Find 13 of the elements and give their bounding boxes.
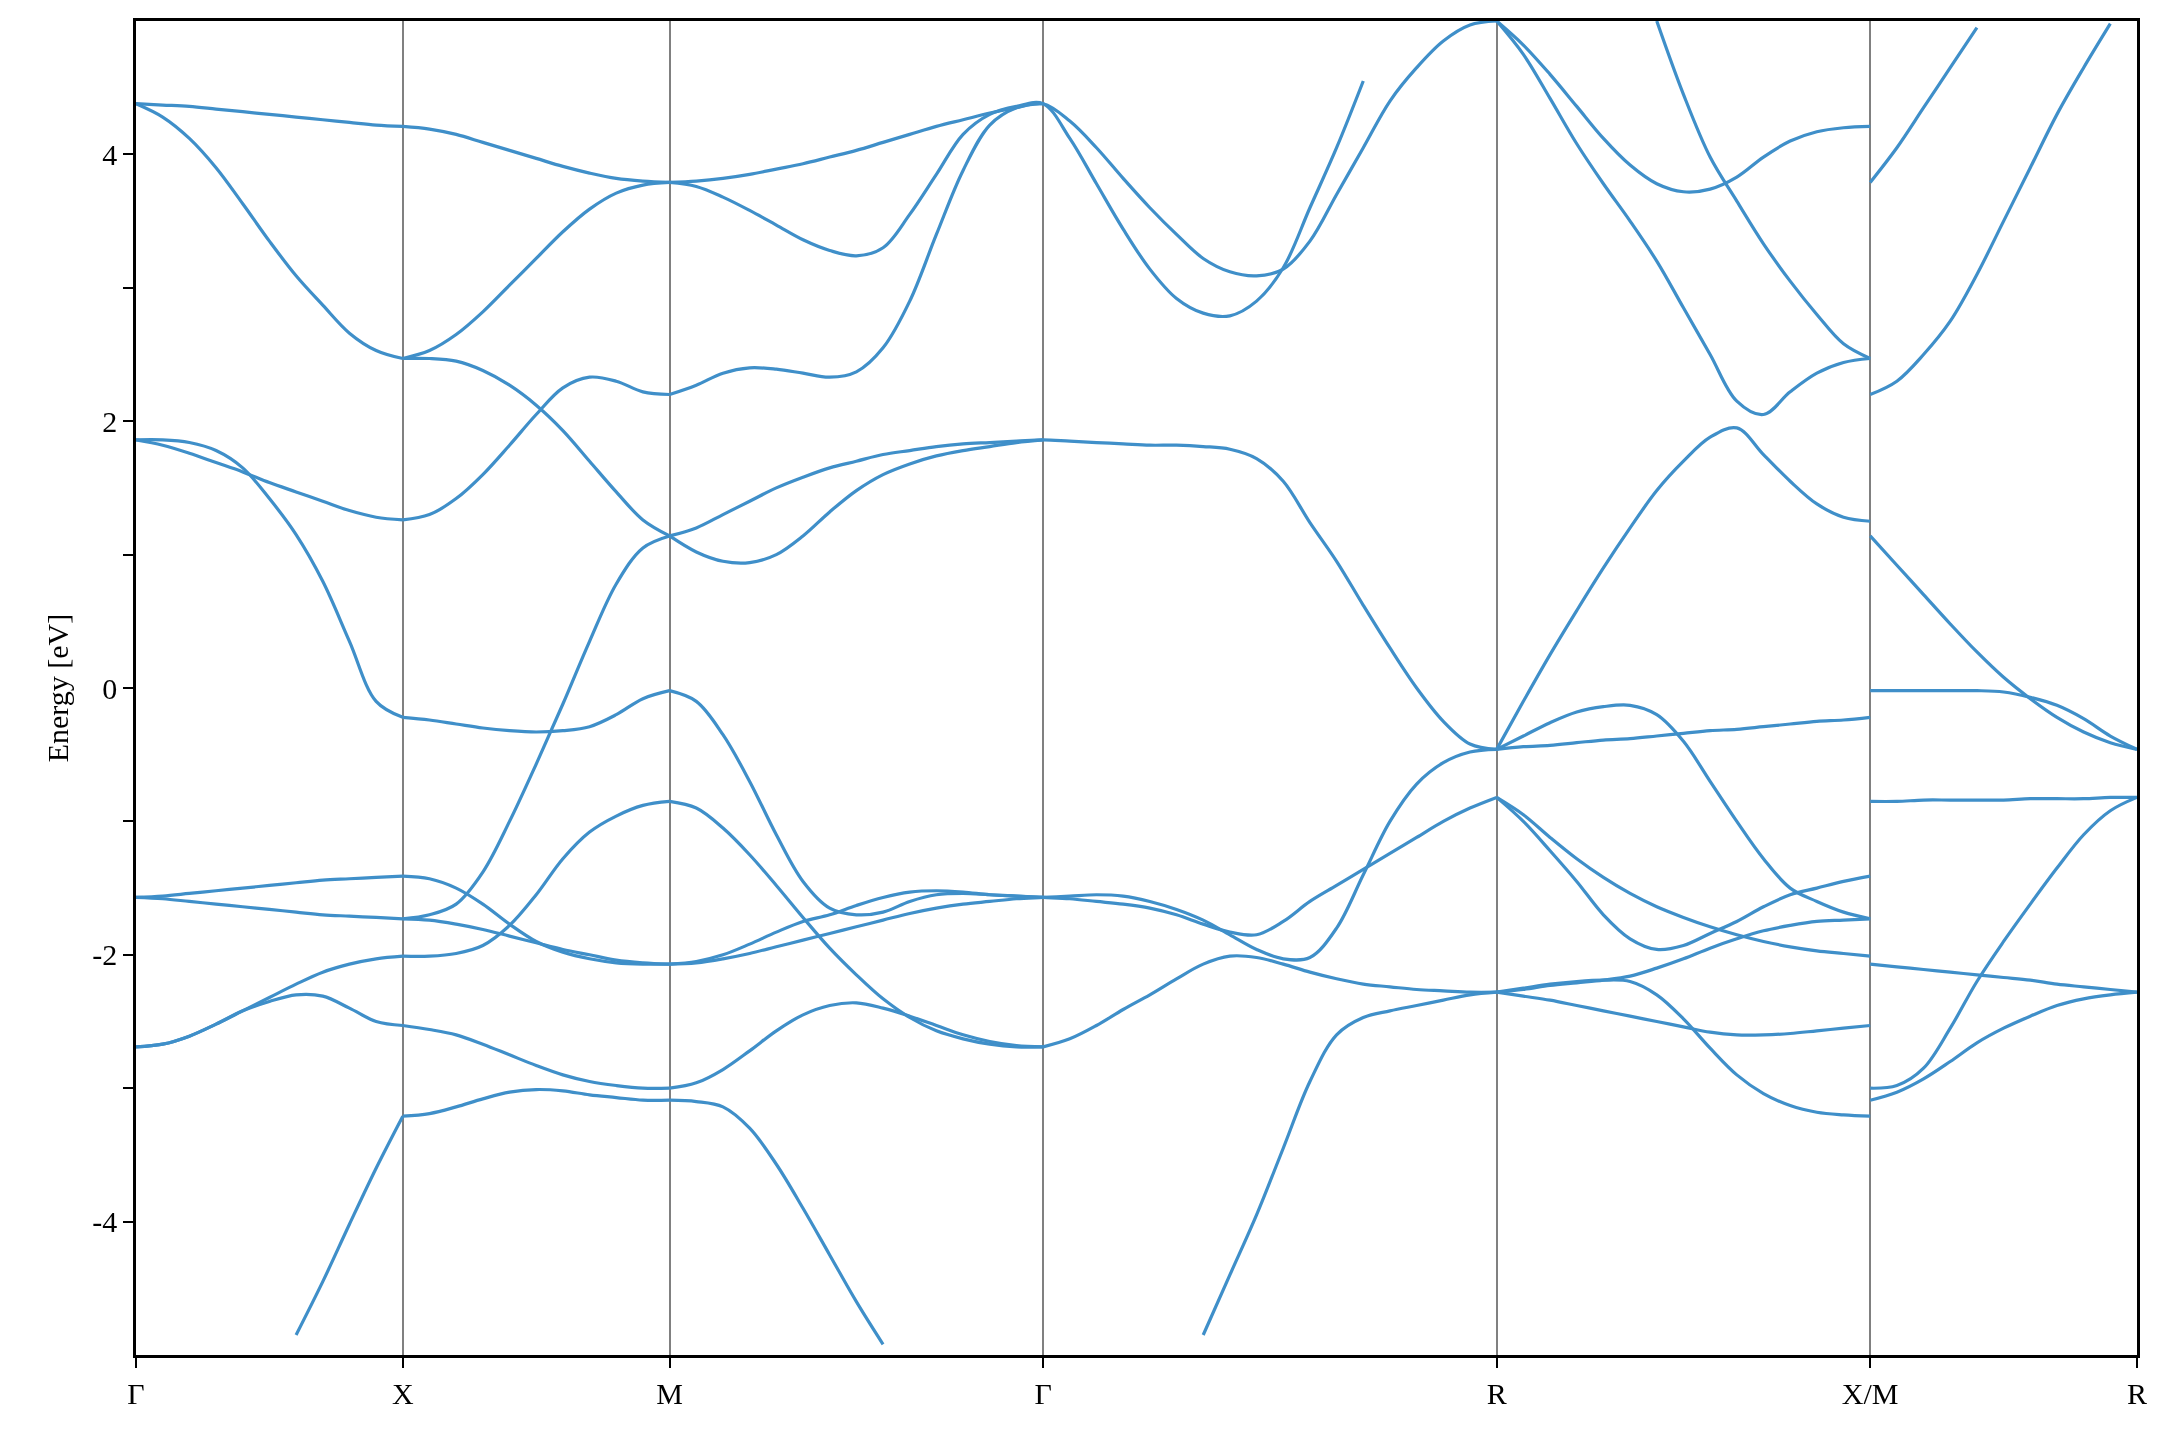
x-tick-label: Γ xyxy=(127,1376,145,1410)
y-tick-label: 4 xyxy=(102,137,118,171)
x-tick-label: R xyxy=(2126,1376,2148,1410)
y-tick-label: 0 xyxy=(102,671,118,705)
x-tick-label: X/M xyxy=(1841,1376,1899,1410)
y-tick-label: -2 xyxy=(92,938,118,972)
x-tick-label: R xyxy=(1486,1376,1507,1410)
y-tick-label: 2 xyxy=(102,404,118,438)
y-tick-label: -4 xyxy=(92,1205,118,1239)
y-axis-title: Energy [eV] xyxy=(41,613,75,763)
x-tick-label: M xyxy=(656,1376,683,1410)
x-tick-label: X xyxy=(391,1376,414,1410)
x-tick-label: Γ xyxy=(1034,1376,1052,1410)
